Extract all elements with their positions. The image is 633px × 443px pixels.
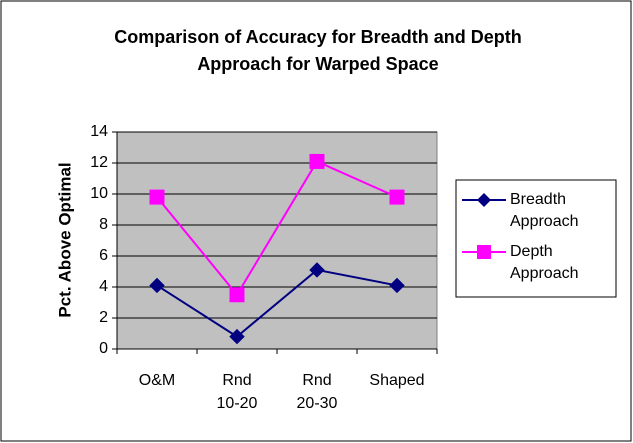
marker: [309, 262, 325, 278]
y-tick-label: 2: [99, 309, 108, 326]
marker: [229, 287, 245, 303]
x-tick-label: O&M: [139, 372, 175, 389]
y-tick-label: 12: [90, 154, 108, 171]
y-tick-label: 10: [90, 185, 108, 202]
y-tick-label: 8: [99, 216, 108, 233]
marker: [149, 277, 165, 294]
x-tick-label: Rnd 20-30: [297, 372, 338, 412]
marker: [389, 277, 405, 294]
x-tick-label: Shaped: [369, 372, 424, 389]
y-tick-label: 14: [90, 123, 108, 140]
marker: [389, 189, 405, 205]
legend-marker: [477, 245, 491, 259]
marker: [149, 189, 165, 205]
series-line: [156, 160, 398, 297]
chart-title-line: Approach for Warped Space: [197, 54, 438, 74]
series-line: [156, 268, 398, 338]
legend-label: Depth Approach: [510, 243, 579, 282]
x-tick-label: Rnd 10-20: [217, 372, 258, 412]
chart-title-line: Comparison of Accuracy for Breadth and D…: [114, 27, 521, 47]
y-tick-label: 6: [99, 247, 108, 264]
y-tick-label: 0: [99, 340, 108, 357]
marker: [309, 153, 325, 169]
y-axis-label: Pct. Above Optimal: [55, 162, 74, 317]
y-tick-label: 4: [99, 278, 108, 295]
marker: [229, 328, 245, 345]
legend-marker: [477, 193, 491, 207]
plot-area: [116, 131, 438, 350]
legend-label: Breadth Approach: [510, 191, 579, 230]
